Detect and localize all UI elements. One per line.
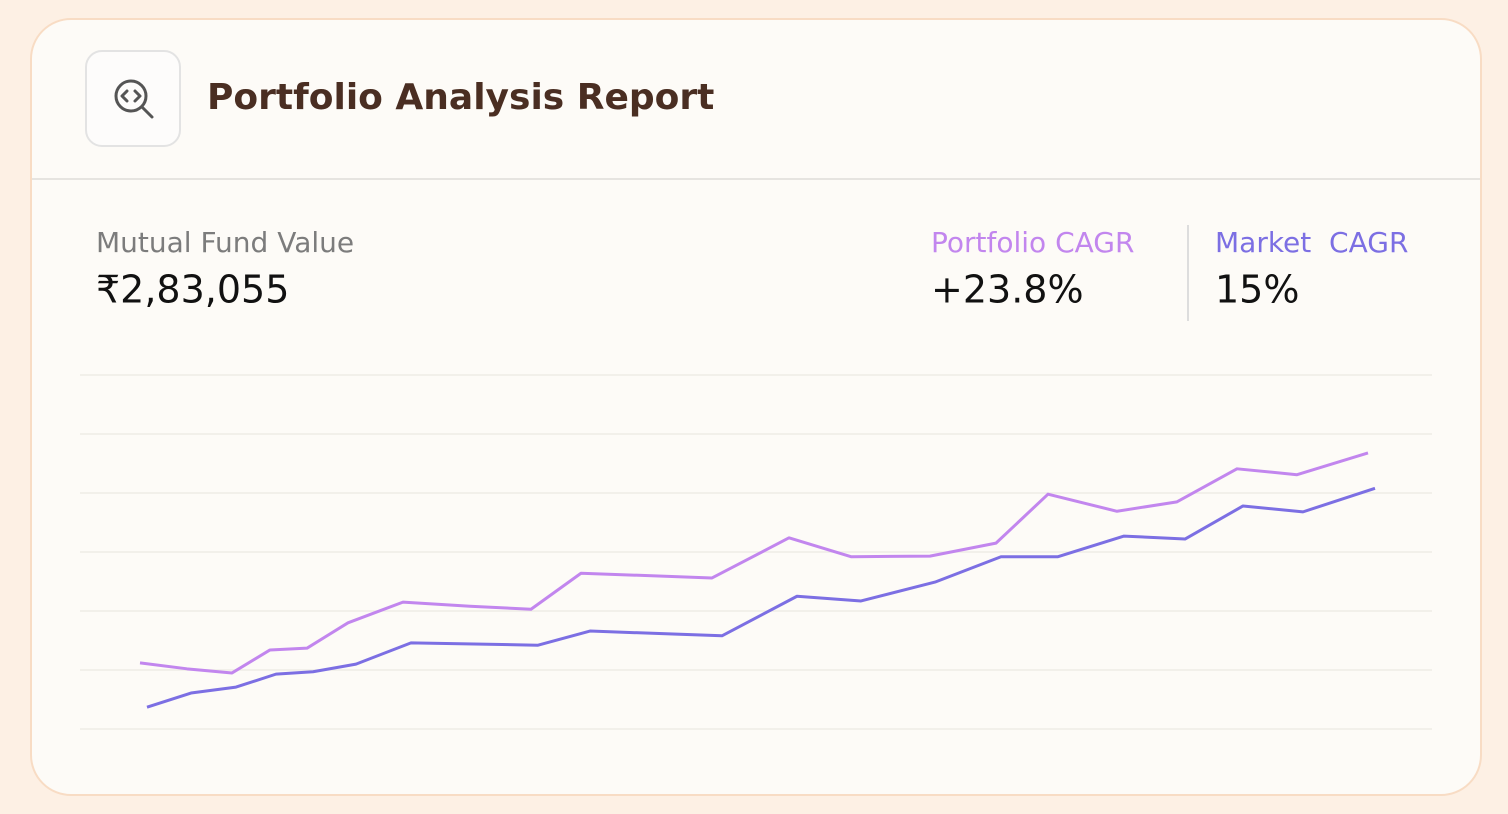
stat-label: Market CAGR: [1215, 226, 1408, 259]
stat-label: Mutual Fund Value: [96, 226, 354, 259]
title: Portfolio Analysis Report: [207, 77, 714, 118]
icon-box: [85, 50, 181, 147]
stat-value: 15%: [1215, 268, 1299, 312]
search-icon: [114, 79, 154, 119]
series-line: [146, 486, 1376, 709]
card: [30, 18, 1482, 796]
stat-value: +23.8%: [931, 268, 1084, 312]
chart: [80, 374, 1432, 730]
series-line: [139, 451, 1369, 675]
stat-label: Portfolio CAGR: [931, 226, 1134, 259]
stat-value: ₹2,83,055: [96, 268, 289, 312]
